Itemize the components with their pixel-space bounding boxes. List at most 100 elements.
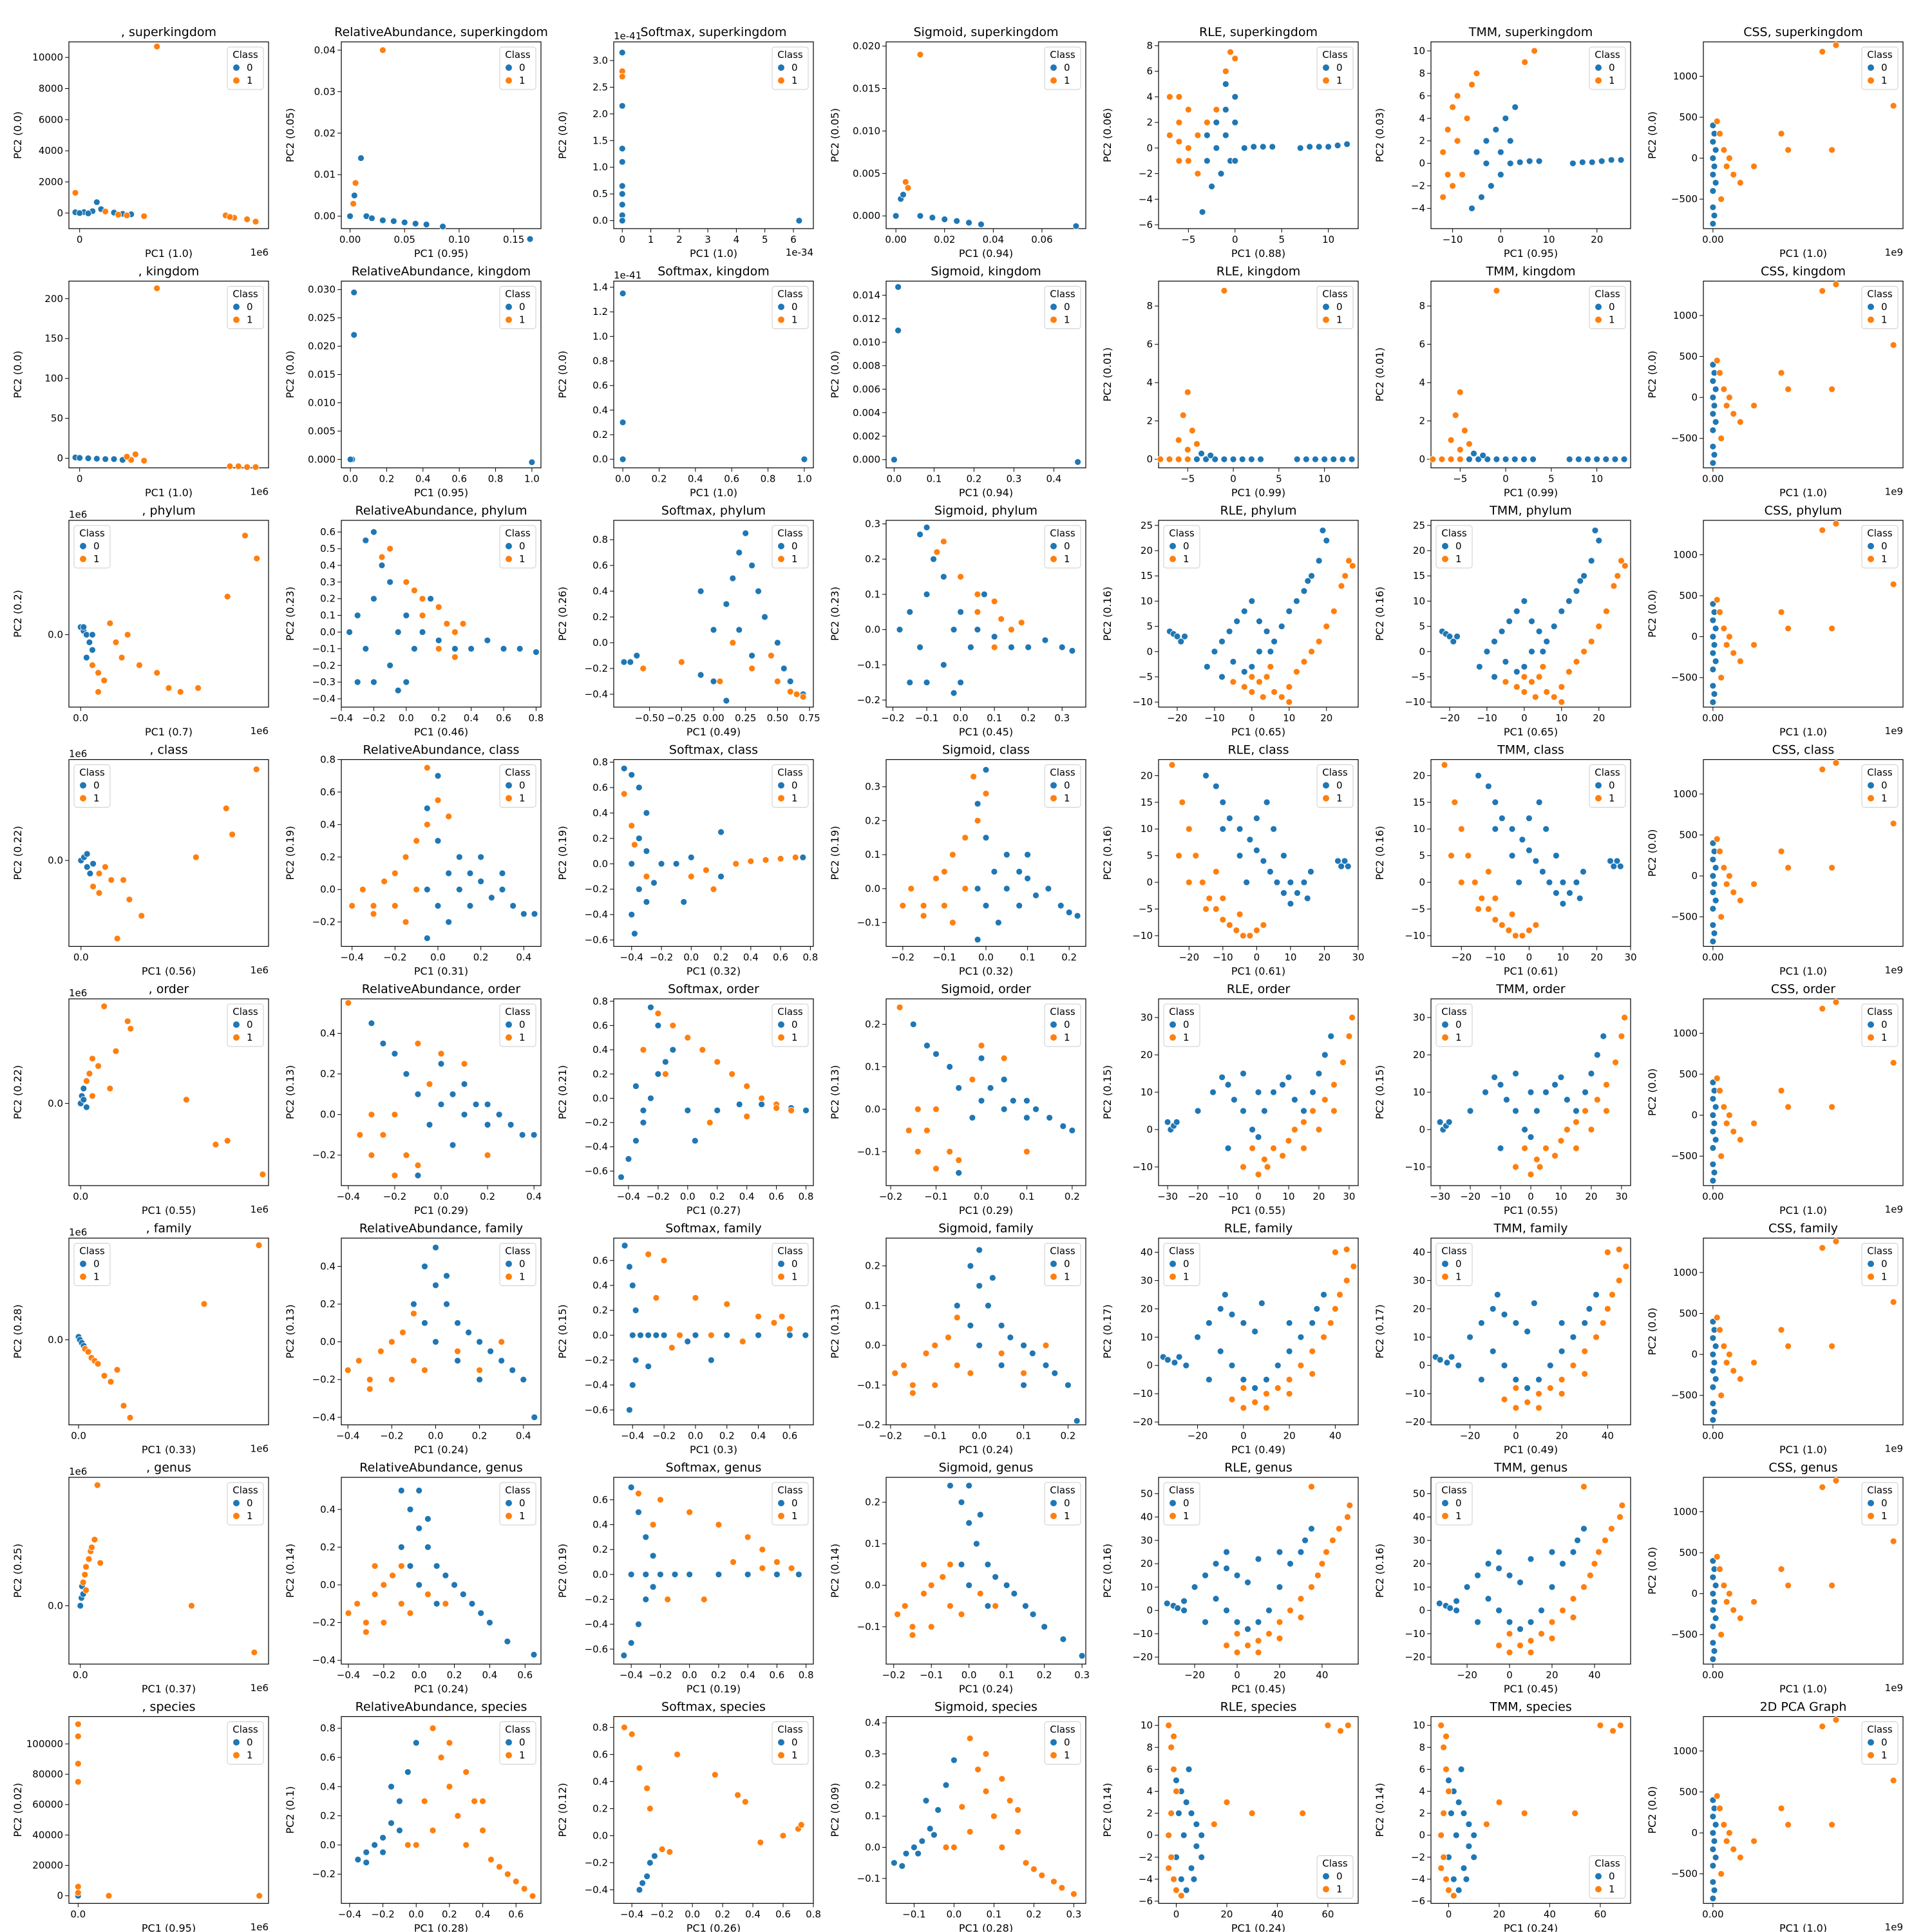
point-class-0 [1613, 857, 1621, 865]
point-class-0 [468, 1600, 476, 1607]
subplot-33: RLE, order−30 −20 −10 0 10 20 30−100102030PC1 … [1101, 982, 1359, 1217]
point-class-1 [762, 856, 770, 864]
point-class-0 [969, 1114, 976, 1121]
y-tick-label: 4 [1146, 91, 1153, 102]
point-class-0 [1477, 1376, 1485, 1383]
point-class-0 [633, 652, 641, 659]
legend-label-0: 0 [1064, 1497, 1070, 1509]
point-class-1 [484, 1151, 491, 1159]
point-class-1 [1300, 658, 1308, 665]
point-class-0 [86, 869, 94, 877]
point-class-1 [1596, 1721, 1604, 1729]
point-class-1 [89, 661, 96, 669]
y-tick-label: 0.4 [592, 404, 608, 416]
x-tick-label: −0.4 [620, 952, 643, 963]
point-class-1 [1521, 1144, 1529, 1152]
y-tick-label: −4 [1411, 203, 1425, 214]
point-class-0 [477, 1609, 485, 1617]
point-class-0 [1712, 1136, 1719, 1144]
legend-marker-1 [506, 795, 512, 802]
point-class-1 [1437, 1832, 1445, 1839]
point-class-0 [773, 1571, 781, 1578]
point-class-1 [1713, 117, 1721, 125]
point-class-1 [434, 797, 442, 804]
point-class-0 [110, 455, 118, 463]
subplot-title: , superkingdom [121, 25, 216, 39]
point-class-1 [124, 631, 131, 638]
point-class-1 [419, 595, 426, 603]
point-class-1 [1212, 905, 1220, 913]
subplot-title: CSS, order [1771, 982, 1835, 996]
x-tick-label: 0.04 [983, 234, 1004, 245]
point-class-0 [1307, 868, 1314, 875]
legend-marker-0 [1050, 1260, 1057, 1267]
point-class-1 [974, 591, 981, 598]
legend-label-0: 0 [1183, 1497, 1189, 1509]
point-class-1 [743, 1113, 751, 1121]
point-class-0 [1576, 895, 1584, 902]
point-class-0 [363, 1848, 370, 1856]
x-axis-label: PC1 (1.0) [145, 487, 193, 499]
point-class-1 [1539, 663, 1547, 670]
point-class-0 [955, 1169, 963, 1177]
legend-label-0: 0 [519, 62, 526, 73]
point-class-1 [920, 1560, 927, 1568]
point-class-0 [1495, 1564, 1502, 1572]
y-tick-label: 0.020 [853, 41, 880, 52]
point-class-0 [488, 894, 495, 902]
point-class-0 [1224, 1144, 1232, 1152]
y-tick-label: −0.4 [585, 688, 608, 700]
x-tick-label: 0.75 [799, 712, 820, 724]
point-class-1 [1777, 609, 1785, 616]
point-class-1 [1832, 998, 1840, 1006]
legend-label-1: 1 [1064, 793, 1070, 804]
point-class-1 [1604, 1305, 1611, 1312]
point-class-1 [1777, 1087, 1785, 1094]
x-axis-label: PC1 (0.29) [414, 1204, 468, 1217]
point-class-1 [1532, 921, 1540, 929]
y-tick-label: 0.8 [592, 534, 608, 545]
x-axis-label: PC1 (0.24) [959, 1444, 1013, 1456]
point-class-1 [618, 73, 626, 80]
point-class-0 [1710, 690, 1718, 698]
x-tick-label: 10 [1555, 712, 1567, 724]
point-class-0 [1709, 1813, 1717, 1821]
point-class-1 [1723, 1837, 1730, 1845]
point-class-1 [957, 573, 964, 580]
point-class-1 [676, 1331, 683, 1339]
subplot-title: CSS, superkingdom [1743, 25, 1863, 39]
legend-marker-0 [1868, 543, 1874, 549]
legend-marker-1 [1050, 1752, 1057, 1759]
point-class-1 [1889, 1537, 1897, 1545]
point-class-1 [1170, 1875, 1177, 1883]
point-class-1 [1508, 911, 1516, 918]
x-tick-label: 0.0 [70, 1909, 86, 1920]
y-axis-label: PC2 (0.17) [1101, 1304, 1113, 1358]
point-class-0 [1473, 148, 1481, 156]
point-class-1 [1716, 1566, 1723, 1573]
point-class-0 [1007, 1334, 1014, 1341]
point-class-0 [1274, 1361, 1282, 1369]
point-class-1 [788, 1106, 795, 1114]
point-class-0 [1479, 451, 1487, 459]
legend-title: Class [232, 49, 258, 61]
point-class-0 [1527, 1133, 1535, 1141]
subplot-title: CSS, phylum [1765, 504, 1842, 518]
point-class-1 [1231, 55, 1239, 62]
point-class-0 [1315, 1070, 1323, 1077]
x-tick-label: 0.2 [379, 473, 395, 485]
point-class-0 [1182, 1361, 1190, 1369]
point-class-1 [435, 603, 442, 611]
point-class-0 [1280, 889, 1287, 897]
subplot-title: , genus [146, 1461, 191, 1475]
y-tick-label: 0.002 [853, 430, 880, 442]
x-tick-label: −0.2 [891, 952, 914, 963]
legend-marker-0 [1050, 543, 1057, 549]
x-tick-label: 0.0 [71, 1430, 86, 1442]
x-tick-label: −0.4 [621, 1430, 644, 1442]
